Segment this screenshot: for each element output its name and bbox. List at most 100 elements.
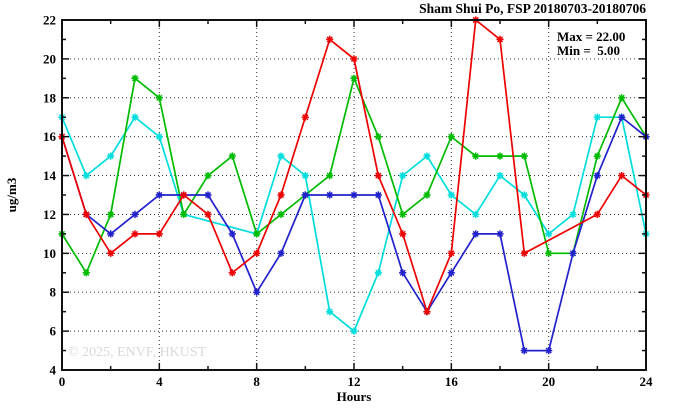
data-point-marker bbox=[253, 288, 261, 296]
data-point-marker bbox=[350, 55, 358, 63]
data-point-marker bbox=[107, 210, 115, 218]
data-point-marker bbox=[447, 133, 455, 141]
data-point-marker bbox=[228, 152, 236, 160]
data-point-marker bbox=[374, 269, 382, 277]
x-tick-label: 24 bbox=[640, 374, 654, 389]
series-green bbox=[58, 74, 650, 277]
data-point-marker bbox=[180, 210, 188, 218]
data-point-marker bbox=[204, 210, 212, 218]
data-point-marker bbox=[447, 191, 455, 199]
y-tick-label: 22 bbox=[43, 13, 56, 28]
data-point-marker bbox=[82, 210, 90, 218]
data-point-marker bbox=[350, 327, 358, 335]
data-point-marker bbox=[180, 191, 188, 199]
data-point-marker bbox=[593, 152, 601, 160]
data-point-marker bbox=[399, 230, 407, 238]
data-point-marker bbox=[545, 230, 553, 238]
data-point-marker bbox=[131, 74, 139, 82]
data-point-marker bbox=[155, 230, 163, 238]
data-point-marker bbox=[618, 172, 626, 180]
data-point-marker bbox=[82, 172, 90, 180]
series-red bbox=[58, 16, 650, 316]
data-point-marker bbox=[326, 35, 334, 43]
data-point-marker bbox=[496, 230, 504, 238]
data-point-marker bbox=[618, 113, 626, 121]
data-point-marker bbox=[277, 249, 285, 257]
data-point-marker bbox=[350, 191, 358, 199]
y-tick-label: 6 bbox=[50, 324, 57, 339]
data-point-marker bbox=[569, 249, 577, 257]
x-tick-label: 12 bbox=[348, 374, 361, 389]
data-series bbox=[58, 16, 650, 355]
y-tick-label: 14 bbox=[43, 168, 57, 183]
data-point-marker bbox=[350, 74, 358, 82]
data-point-marker bbox=[374, 133, 382, 141]
data-point-marker bbox=[496, 172, 504, 180]
x-tick-label: 0 bbox=[59, 374, 66, 389]
data-point-marker bbox=[399, 269, 407, 277]
x-tick-label: 8 bbox=[253, 374, 260, 389]
data-point-marker bbox=[326, 308, 334, 316]
data-point-marker bbox=[82, 269, 90, 277]
legend-min-value: Min = 5.00 bbox=[557, 43, 620, 58]
data-point-marker bbox=[593, 172, 601, 180]
data-point-marker bbox=[131, 210, 139, 218]
data-point-marker bbox=[301, 172, 309, 180]
data-point-marker bbox=[423, 152, 431, 160]
data-point-marker bbox=[618, 94, 626, 102]
y-axis-title: ug/m3 bbox=[4, 177, 19, 212]
data-point-marker bbox=[228, 269, 236, 277]
data-point-marker bbox=[520, 191, 528, 199]
axis-ticks bbox=[61, 19, 647, 371]
data-point-marker bbox=[277, 152, 285, 160]
data-point-marker bbox=[107, 230, 115, 238]
data-point-marker bbox=[593, 210, 601, 218]
data-point-marker bbox=[496, 35, 504, 43]
data-point-marker bbox=[277, 210, 285, 218]
series-red-line bbox=[61, 18, 647, 315]
x-tick-label: 20 bbox=[542, 374, 555, 389]
y-tick-label: 20 bbox=[43, 51, 56, 66]
data-point-marker bbox=[155, 133, 163, 141]
data-point-marker bbox=[155, 191, 163, 199]
data-point-marker bbox=[447, 249, 455, 257]
y-tick-label: 10 bbox=[43, 246, 56, 261]
data-point-marker bbox=[204, 191, 212, 199]
data-point-marker bbox=[472, 230, 480, 238]
data-point-marker bbox=[277, 191, 285, 199]
data-point-marker bbox=[374, 191, 382, 199]
data-point-marker bbox=[472, 210, 480, 218]
data-point-marker bbox=[593, 113, 601, 121]
data-point-marker bbox=[131, 230, 139, 238]
data-point-marker bbox=[228, 230, 236, 238]
data-point-marker bbox=[496, 152, 504, 160]
x-tick-label: 16 bbox=[445, 374, 459, 389]
x-tick-label: 4 bbox=[156, 374, 163, 389]
data-point-marker bbox=[301, 113, 309, 121]
legend-max-value: Max = 22.00 bbox=[557, 29, 625, 44]
data-point-marker bbox=[472, 152, 480, 160]
data-point-marker bbox=[155, 94, 163, 102]
data-point-marker bbox=[423, 308, 431, 316]
watermark: © 2025, ENVF, HKUST bbox=[68, 345, 207, 360]
data-point-marker bbox=[374, 172, 382, 180]
y-tick-label: 4 bbox=[50, 363, 57, 378]
data-point-marker bbox=[253, 249, 261, 257]
data-point-marker bbox=[545, 249, 553, 257]
data-point-marker bbox=[107, 249, 115, 257]
data-point-marker bbox=[131, 113, 139, 121]
data-point-marker bbox=[520, 347, 528, 355]
data-point-marker bbox=[204, 172, 212, 180]
data-point-marker bbox=[399, 172, 407, 180]
data-point-marker bbox=[569, 210, 577, 218]
data-point-marker bbox=[326, 172, 334, 180]
data-point-marker bbox=[447, 269, 455, 277]
data-point-marker bbox=[326, 191, 334, 199]
y-tick-label: 8 bbox=[50, 285, 57, 300]
data-point-marker bbox=[545, 347, 553, 355]
chart-title: Sham Shui Po, FSP 20180703-20180706 bbox=[419, 1, 646, 16]
y-tick-label: 18 bbox=[43, 90, 57, 105]
